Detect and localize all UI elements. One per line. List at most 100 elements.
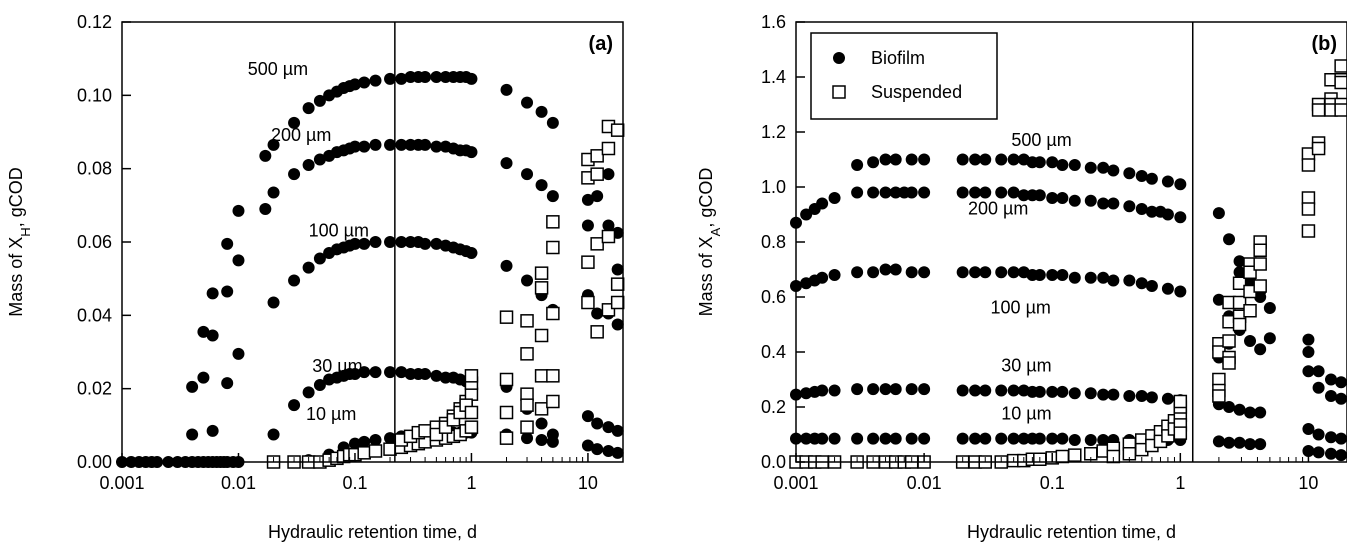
biofilm-point	[800, 208, 813, 221]
size-annotation: 500 µm	[1011, 130, 1071, 150]
biofilm-point	[384, 72, 397, 85]
biofilm-point	[1046, 192, 1059, 204]
biofilm-point	[1017, 189, 1030, 202]
biofilm-point	[591, 190, 604, 203]
biofilm-point	[546, 435, 559, 448]
suspended-point	[534, 281, 549, 295]
biofilm-point	[1084, 271, 1097, 284]
biofilm-point	[384, 366, 397, 379]
biofilm-point	[879, 263, 892, 276]
suspended-point	[1055, 449, 1070, 464]
biofilm-point	[430, 71, 443, 83]
biofilm-point	[918, 266, 931, 279]
size-annotation: 30 µm	[312, 356, 362, 376]
biofilm-point	[905, 266, 918, 279]
suspended-point	[546, 306, 560, 321]
biofilm-point	[969, 153, 982, 166]
biofilm-point	[1033, 269, 1046, 281]
biofilm-point	[1233, 255, 1246, 268]
biofilm-point	[889, 186, 902, 199]
biofilm-point	[1312, 428, 1325, 441]
panel-a-y-axis-title-tail: , gCOD	[6, 167, 26, 227]
biofilm-point	[879, 153, 892, 166]
biofilm-point	[186, 380, 199, 393]
biofilm-point	[1233, 266, 1246, 279]
biofilm-point	[1097, 161, 1110, 174]
size-annotation: 500 µm	[248, 59, 308, 79]
biofilm-point	[186, 428, 199, 441]
biofilm-point	[1046, 385, 1059, 398]
biofilm-point	[1097, 434, 1110, 446]
biofilm-point	[611, 318, 624, 331]
biofilm-point	[535, 417, 548, 430]
y-tick-label: 1.0	[761, 177, 786, 197]
biofilm-point	[1056, 269, 1069, 281]
suspended-point	[1212, 372, 1226, 387]
suspended-point	[1253, 257, 1267, 271]
biofilm-point	[232, 347, 245, 360]
x-tick-label: 0.001	[99, 473, 144, 493]
suspended-point	[590, 149, 604, 163]
biofilm-point	[969, 384, 982, 397]
biofilm-point	[1056, 385, 1069, 398]
biofilm-point	[1263, 332, 1276, 345]
biofilm-point	[1302, 333, 1315, 346]
biofilm-point	[302, 261, 315, 274]
biofilm-point	[430, 237, 443, 250]
biofilm-point	[1084, 434, 1097, 446]
biofilm-point	[1097, 197, 1110, 210]
suspended-point	[1334, 59, 1347, 73]
biofilm-point	[602, 168, 615, 181]
biofilm-point	[1302, 346, 1315, 358]
suspended-point	[1243, 304, 1257, 318]
biofilm-point	[313, 153, 326, 166]
biofilm-point	[995, 432, 1008, 445]
biofilm-point	[1302, 365, 1315, 378]
y-tick-label: 0.4	[761, 342, 786, 362]
biofilm-point	[1068, 194, 1081, 207]
size-annotation: 200 µm	[968, 199, 1028, 219]
biofilm-point	[1107, 197, 1120, 210]
biofilm-point	[221, 285, 234, 298]
biofilm-point	[500, 259, 513, 272]
biofilm-point	[1056, 159, 1069, 171]
biofilm-point	[430, 140, 443, 153]
legend-suspended-marker	[832, 85, 846, 99]
biofilm-point	[206, 329, 219, 342]
biofilm-point	[521, 432, 534, 445]
biofilm-point	[1312, 365, 1325, 378]
biofilm-point	[395, 236, 408, 248]
panel-b-y-axis-title-tail: , gCOD	[696, 168, 716, 228]
biofilm-point	[1135, 203, 1148, 215]
biofilm-point	[1135, 390, 1148, 402]
biofilm-point	[302, 102, 315, 115]
suspended-point	[1232, 317, 1247, 332]
suspended-point	[1212, 389, 1226, 403]
biofilm-point	[1312, 381, 1325, 394]
suspended-point	[1243, 265, 1257, 279]
suspended-point	[601, 229, 616, 244]
biofilm-point	[1174, 211, 1187, 224]
panel-b-y-ticks: 0.0 0.2 0.4 0.6 0.8 1.0 1.2 1.4 1.6	[761, 12, 805, 472]
biofilm-point	[1161, 282, 1174, 295]
biofilm-point	[851, 432, 864, 445]
biofilm-point	[1244, 438, 1257, 451]
biofilm-point	[232, 204, 245, 217]
biofilm-point	[905, 186, 918, 199]
biofilm-point	[1254, 343, 1267, 356]
biofilm-point	[1145, 280, 1158, 292]
biofilm-point	[288, 274, 301, 287]
biofilm-point	[1107, 274, 1120, 287]
y-tick-label: 0.12	[77, 12, 112, 32]
suspended-point	[464, 420, 479, 434]
biofilm-point	[419, 237, 432, 250]
biofilm-point	[1223, 401, 1236, 413]
x-tick-label: 10	[1298, 473, 1318, 493]
suspended-point	[418, 424, 432, 438]
suspended-point	[546, 215, 560, 229]
suspended-point	[1253, 243, 1267, 257]
biofilm-point	[1233, 436, 1246, 449]
legend-biofilm-label: Biofilm	[871, 48, 925, 68]
biofilm-point	[591, 307, 604, 320]
